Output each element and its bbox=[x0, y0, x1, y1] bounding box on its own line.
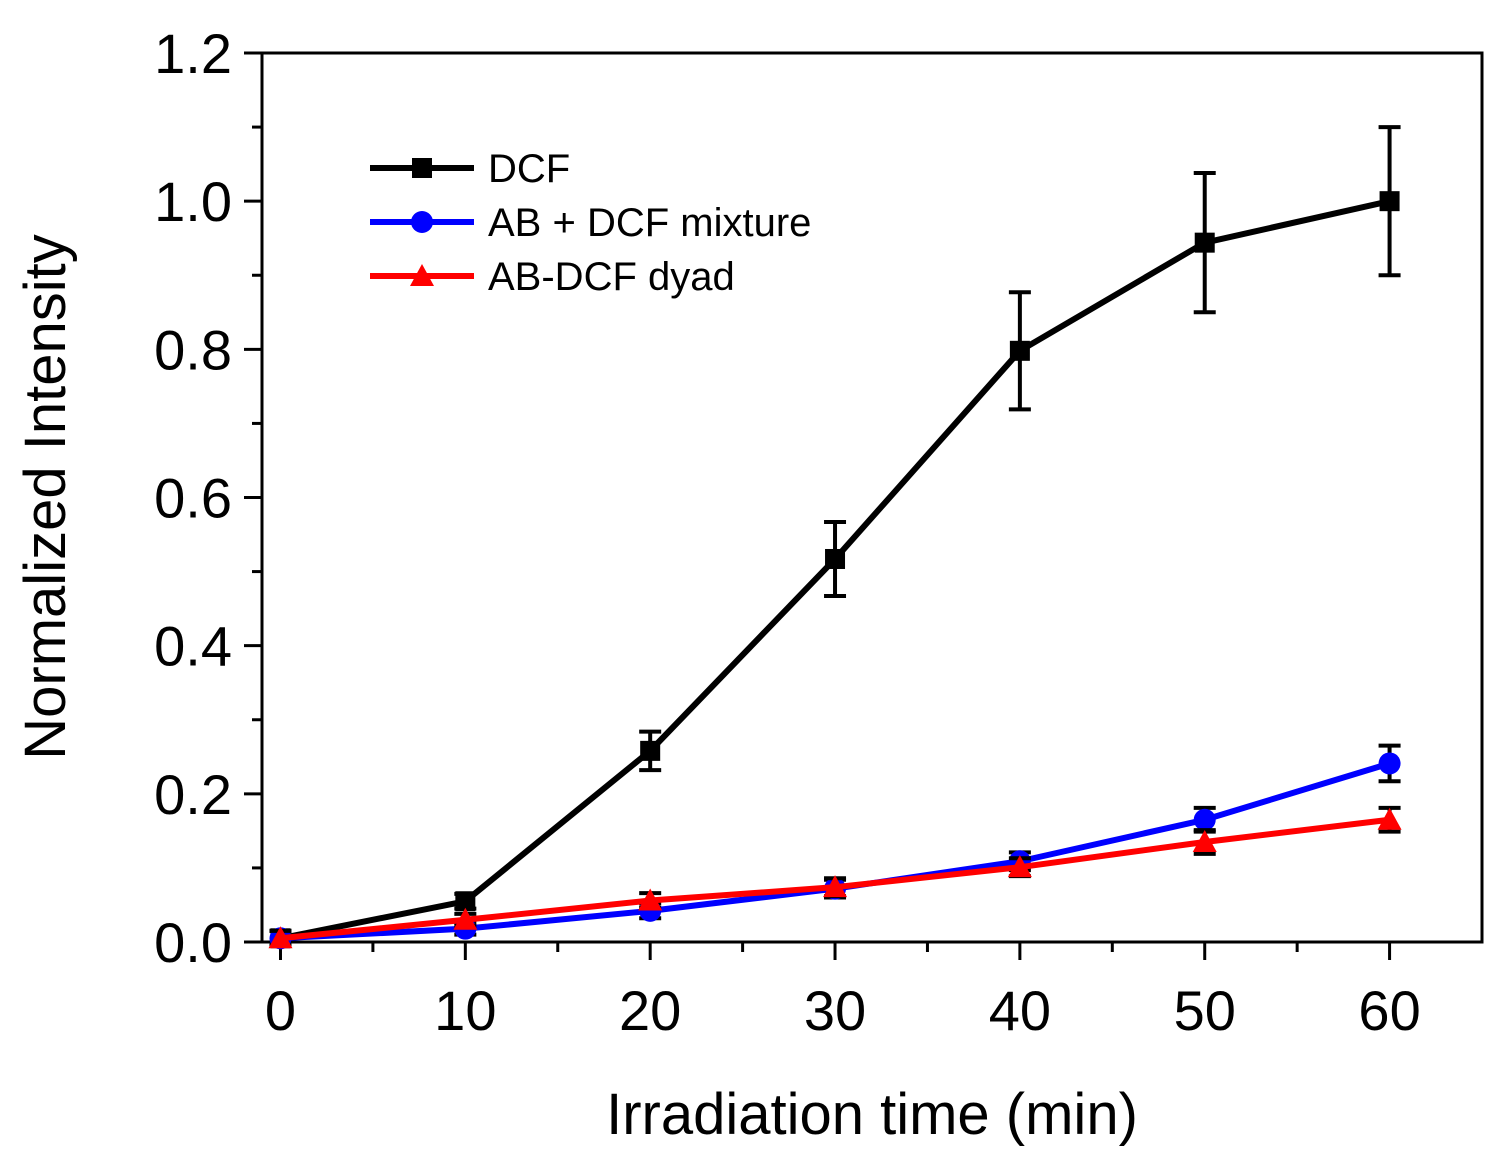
data-point bbox=[823, 875, 848, 898]
legend-marker bbox=[410, 264, 434, 286]
legend-label: AB-DCF dyad bbox=[488, 255, 735, 299]
data-point bbox=[638, 888, 663, 911]
legend-marker bbox=[411, 211, 433, 233]
data-point bbox=[268, 926, 293, 949]
x-tick-label: 20 bbox=[619, 979, 681, 1042]
series-1 bbox=[269, 125, 1401, 949]
data-point bbox=[825, 548, 846, 569]
y-tick-label: 0.8 bbox=[154, 318, 232, 381]
data-point bbox=[455, 891, 476, 912]
data-point bbox=[453, 907, 478, 930]
y-tick-label: 0.6 bbox=[154, 467, 232, 530]
data-point bbox=[1194, 232, 1215, 253]
x-tick-label: 40 bbox=[989, 979, 1051, 1042]
series-2 bbox=[269, 743, 1401, 950]
data-point bbox=[1192, 829, 1217, 852]
data-point bbox=[1378, 752, 1401, 775]
x-tick-label: 10 bbox=[434, 979, 496, 1042]
y-axis-ticks: 0.0 0.2 0.4 0.6 0.8 1.0 1.2 bbox=[154, 22, 262, 974]
y-tick-label: 0.2 bbox=[154, 763, 232, 826]
data-point bbox=[1377, 807, 1402, 830]
x-axis-ticks: 0 10 20 30 40 50 60 bbox=[265, 942, 1421, 1042]
data-point bbox=[1193, 808, 1216, 831]
series-line bbox=[280, 760, 1391, 942]
x-axis-title: Irradiation time (min) bbox=[606, 1082, 1138, 1147]
x-tick-label: 30 bbox=[804, 979, 866, 1042]
y-tick-label: 0.4 bbox=[154, 615, 232, 678]
series-layer bbox=[268, 125, 1402, 950]
y-tick-label: 1.0 bbox=[154, 170, 232, 233]
data-point bbox=[1379, 191, 1400, 212]
legend-marker bbox=[412, 158, 432, 178]
legend: DCF AB + DCF mixture AB-DCF dyad bbox=[370, 147, 811, 299]
x-tick-label: 60 bbox=[1358, 979, 1420, 1042]
data-point bbox=[1007, 855, 1032, 878]
y-tick-label: 0.0 bbox=[154, 911, 232, 974]
y-axis-title: Normalized Intensity bbox=[13, 234, 78, 759]
legend-label: DCF bbox=[488, 147, 570, 191]
legend-label: AB + DCF mixture bbox=[488, 201, 811, 245]
data-point bbox=[640, 740, 661, 761]
x-tick-label: 50 bbox=[1174, 979, 1236, 1042]
y-tick-label: 1.2 bbox=[154, 22, 232, 85]
data-point bbox=[1009, 340, 1030, 361]
series-3 bbox=[268, 805, 1402, 949]
x-tick-label: 0 bbox=[265, 979, 296, 1042]
plot-frame bbox=[260, 51, 1484, 944]
